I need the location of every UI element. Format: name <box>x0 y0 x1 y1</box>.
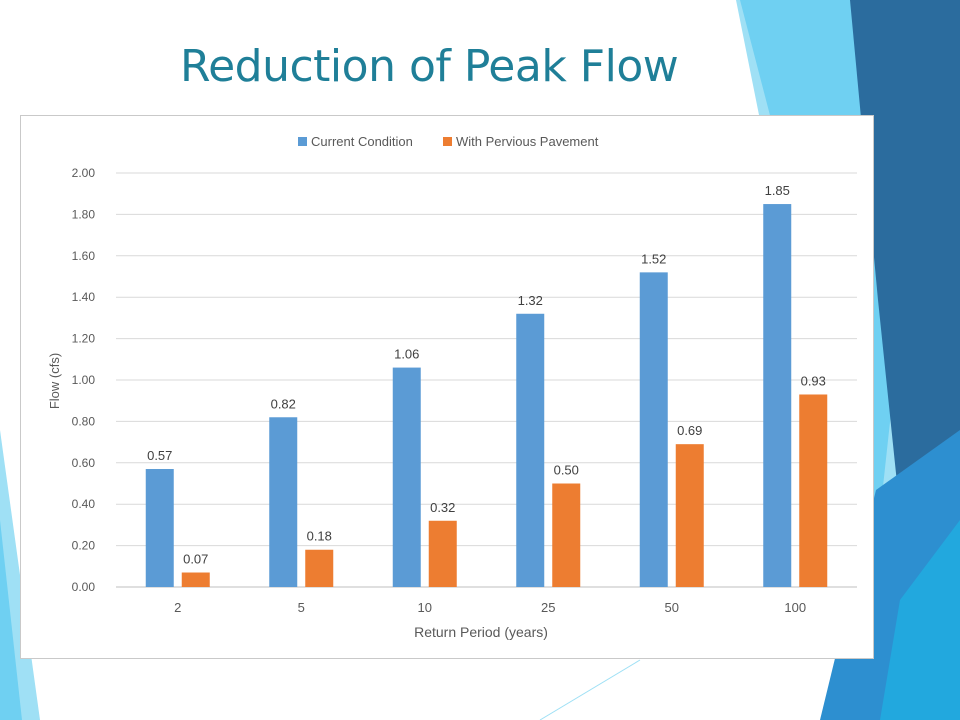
data-label-with-pervious-pavement-50: 0.69 <box>677 423 702 438</box>
y-axis-title: Flow (cfs) <box>47 353 62 409</box>
bar-with-pervious-pavement-25 <box>552 483 581 587</box>
bar-with-pervious-pavement-10 <box>428 520 457 587</box>
legend-label-with-pervious-pavement: With Pervious Pavement <box>456 134 599 149</box>
x-tick-label: 5 <box>298 600 305 615</box>
bar-with-pervious-pavement-2 <box>181 572 210 587</box>
y-tick-label: 1.80 <box>72 207 96 221</box>
x-tick-label: 50 <box>665 600 679 615</box>
data-label-with-pervious-pavement-25: 0.50 <box>554 463 579 478</box>
bar-current-condition-50 <box>639 272 668 587</box>
legend-label-current-condition: Current Condition <box>311 134 413 149</box>
x-tick-label: 100 <box>784 600 806 615</box>
chart-legend: Current Condition With Pervious Pavement <box>298 134 599 149</box>
x-axis-ticks: 2 5 10 25 50 100 <box>174 600 806 615</box>
x-tick-label: 10 <box>418 600 432 615</box>
y-tick-label: 1.60 <box>72 249 96 263</box>
decor-shape <box>0 520 22 720</box>
bar-current-condition-2 <box>145 469 174 587</box>
decor-line <box>539 659 641 720</box>
decor-shape <box>850 0 960 560</box>
data-label-current-condition-25: 1.32 <box>518 293 543 308</box>
bar-current-condition-25 <box>516 313 545 587</box>
gridlines <box>116 172 857 588</box>
data-label-current-condition-5: 0.82 <box>271 396 296 411</box>
y-tick-label: 0.20 <box>72 539 96 553</box>
x-tick-label: 25 <box>541 600 555 615</box>
y-tick-label: 1.40 <box>72 290 96 304</box>
data-label-current-condition-2: 0.57 <box>147 448 172 463</box>
bar-current-condition-10 <box>392 367 421 587</box>
x-axis-title: Return Period (years) <box>414 624 548 640</box>
data-label-current-condition-50: 1.52 <box>641 251 666 266</box>
y-tick-label: 0.80 <box>72 414 96 428</box>
legend-swatch-current-condition <box>298 137 307 146</box>
y-tick-label: 0.00 <box>72 580 96 594</box>
data-label-with-pervious-pavement-10: 0.32 <box>430 500 455 515</box>
bar-with-pervious-pavement-50 <box>675 444 704 587</box>
y-axis-ticks: 0.00 0.20 0.40 0.60 0.80 1.00 1.20 1.40 1.60 1.80… <box>72 166 96 594</box>
data-label-with-pervious-pavement-5: 0.18 <box>307 529 332 544</box>
bars <box>145 204 828 588</box>
data-label-with-pervious-pavement-2: 0.07 <box>183 552 208 567</box>
chart-panel: Current Condition With Pervious Pavement… <box>20 115 874 659</box>
y-tick-label: 1.00 <box>72 373 96 387</box>
bar-current-condition-100 <box>763 204 792 588</box>
legend-swatch-with-pervious-pavement <box>443 137 452 146</box>
y-tick-label: 2.00 <box>72 166 96 180</box>
bar-with-pervious-pavement-100 <box>799 394 828 587</box>
bar-current-condition-5 <box>269 417 298 587</box>
bar-chart: Current Condition With Pervious Pavement… <box>47 134 857 640</box>
bar-with-pervious-pavement-5 <box>305 549 334 587</box>
data-label-current-condition-10: 1.06 <box>394 347 419 362</box>
x-tick-label: 2 <box>174 600 181 615</box>
data-label-current-condition-100: 1.85 <box>765 183 790 198</box>
data-label-with-pervious-pavement-100: 0.93 <box>801 373 826 388</box>
decor-shape <box>880 520 960 720</box>
data-labels: 0.57 0.07 0.82 0.18 1.06 0.32 1.32 0.50 1.52 0.69… <box>147 183 826 566</box>
y-tick-label: 0.40 <box>72 497 96 511</box>
slide-title: Reduction of Peak Flow <box>180 41 679 92</box>
y-tick-label: 1.20 <box>72 332 96 346</box>
y-tick-label: 0.60 <box>72 456 96 470</box>
